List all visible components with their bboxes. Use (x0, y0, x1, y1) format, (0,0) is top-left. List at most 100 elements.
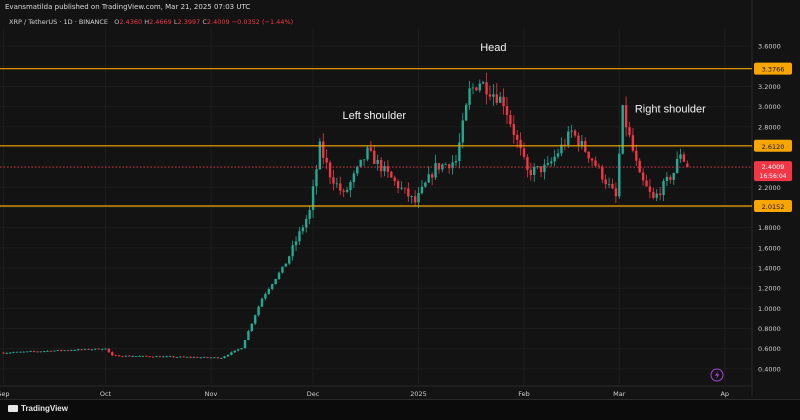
candle-body (420, 186, 424, 194)
tradingview-logo[interactable]: TradingView (8, 404, 68, 413)
symbol-name[interactable]: XRP / TetherUS · 1D · BINANCE (9, 18, 109, 26)
low-label: L (173, 18, 178, 26)
candle-body (182, 356, 185, 358)
candle-body (199, 357, 202, 359)
candle-body (458, 142, 461, 162)
candle-body (179, 356, 182, 358)
candle-body (478, 83, 481, 91)
x-axis-tick-label: Nov (205, 390, 218, 398)
candle-body (464, 104, 468, 121)
change-value: −0.0352 (−1.44%) (231, 18, 294, 26)
candle-body (308, 210, 311, 219)
candle-body (417, 193, 420, 203)
candle-body (73, 350, 77, 352)
publisher-line: Evansmatilda published on TradingView.co… (5, 3, 251, 11)
candle-body (369, 147, 373, 151)
candle-body (332, 177, 335, 184)
candle-body (621, 105, 624, 154)
candle-body (107, 348, 111, 353)
candle-body (206, 357, 209, 358)
candle-body (114, 355, 117, 357)
brand-label: TradingView (21, 404, 68, 413)
candle-body (403, 187, 407, 189)
candle-body (366, 147, 369, 160)
candle-body (301, 227, 305, 232)
candle-body (607, 183, 611, 185)
candle-body (543, 164, 546, 173)
candle-body (39, 351, 43, 353)
candle-body (556, 153, 560, 157)
x-axis-tick-label: Mar (613, 390, 626, 398)
candle-body (243, 340, 247, 349)
pattern-annotation: Right shoulder (635, 104, 706, 116)
countdown-label: 16:56:04 (760, 173, 787, 180)
candle-body (305, 218, 308, 228)
candle-body (686, 163, 689, 168)
candle-body (128, 355, 131, 357)
open-value: 2.4360 (119, 18, 143, 26)
candle-body (315, 169, 318, 187)
candle-body (97, 348, 100, 350)
candle-body (546, 163, 550, 165)
candle-body (271, 284, 274, 290)
y-axis-tick-label: 2.8000 (758, 123, 781, 131)
candle-body (628, 127, 631, 136)
candle-body (172, 356, 175, 358)
high-label: H (144, 18, 150, 26)
candle-body (587, 151, 590, 159)
candle-body (138, 356, 141, 357)
candle-body (390, 171, 393, 178)
candle-body (26, 351, 29, 353)
candle-body (665, 176, 669, 182)
candle-body (15, 351, 19, 353)
candle-body (19, 351, 22, 353)
open-label: O (114, 18, 120, 26)
candle-body (652, 191, 655, 198)
y-axis-tick-label: 0.6000 (758, 345, 781, 353)
candle-body (597, 165, 601, 167)
candles-group (2, 72, 689, 359)
candle-body (410, 196, 413, 198)
candle-body (376, 159, 379, 164)
candle-body (202, 357, 206, 358)
candle-body (322, 141, 325, 158)
candle-body (77, 349, 80, 351)
candle-body (216, 357, 219, 359)
candle-body (254, 315, 257, 324)
candle-body (550, 161, 553, 164)
candle-body (165, 356, 168, 358)
candle-body (318, 141, 322, 170)
candle-body (519, 139, 522, 149)
candle-body (359, 159, 362, 167)
candle-body (32, 351, 36, 352)
candle-body (624, 105, 628, 128)
candle-body (570, 130, 573, 132)
candle-body (505, 106, 509, 116)
pattern-annotation: Left shoulder (342, 110, 406, 122)
candle-body (264, 293, 267, 299)
candle-body (509, 115, 512, 125)
candle-body (219, 358, 223, 359)
candle-body (189, 356, 192, 358)
candle-body (502, 96, 505, 107)
candle-body (611, 183, 614, 189)
candle-body (495, 94, 498, 103)
candle-body (461, 120, 464, 143)
candle-body (675, 159, 679, 173)
candle-body (294, 241, 298, 246)
candle-body (648, 186, 652, 192)
pattern-annotation: Head (480, 42, 506, 54)
key-level-tag (754, 62, 792, 75)
y-axis-tick-label: 1.0000 (758, 305, 781, 313)
y-axis-tick-label: 1.4000 (758, 265, 781, 273)
candle-body (533, 167, 536, 175)
candle-body (49, 350, 53, 352)
candle-body (131, 356, 134, 358)
candle-body (230, 352, 233, 355)
key-level-label: 3.3766 (762, 66, 785, 74)
candle-body (46, 350, 49, 352)
candle-body (148, 356, 151, 358)
candlestick-chart[interactable]: 3.3766 2.6120 2.0152 3.6000 3.2000 3.0000 2.80… (0, 0, 800, 399)
lightning-icon[interactable] (710, 368, 724, 382)
x-axis-tick-label: Oct (100, 390, 112, 398)
